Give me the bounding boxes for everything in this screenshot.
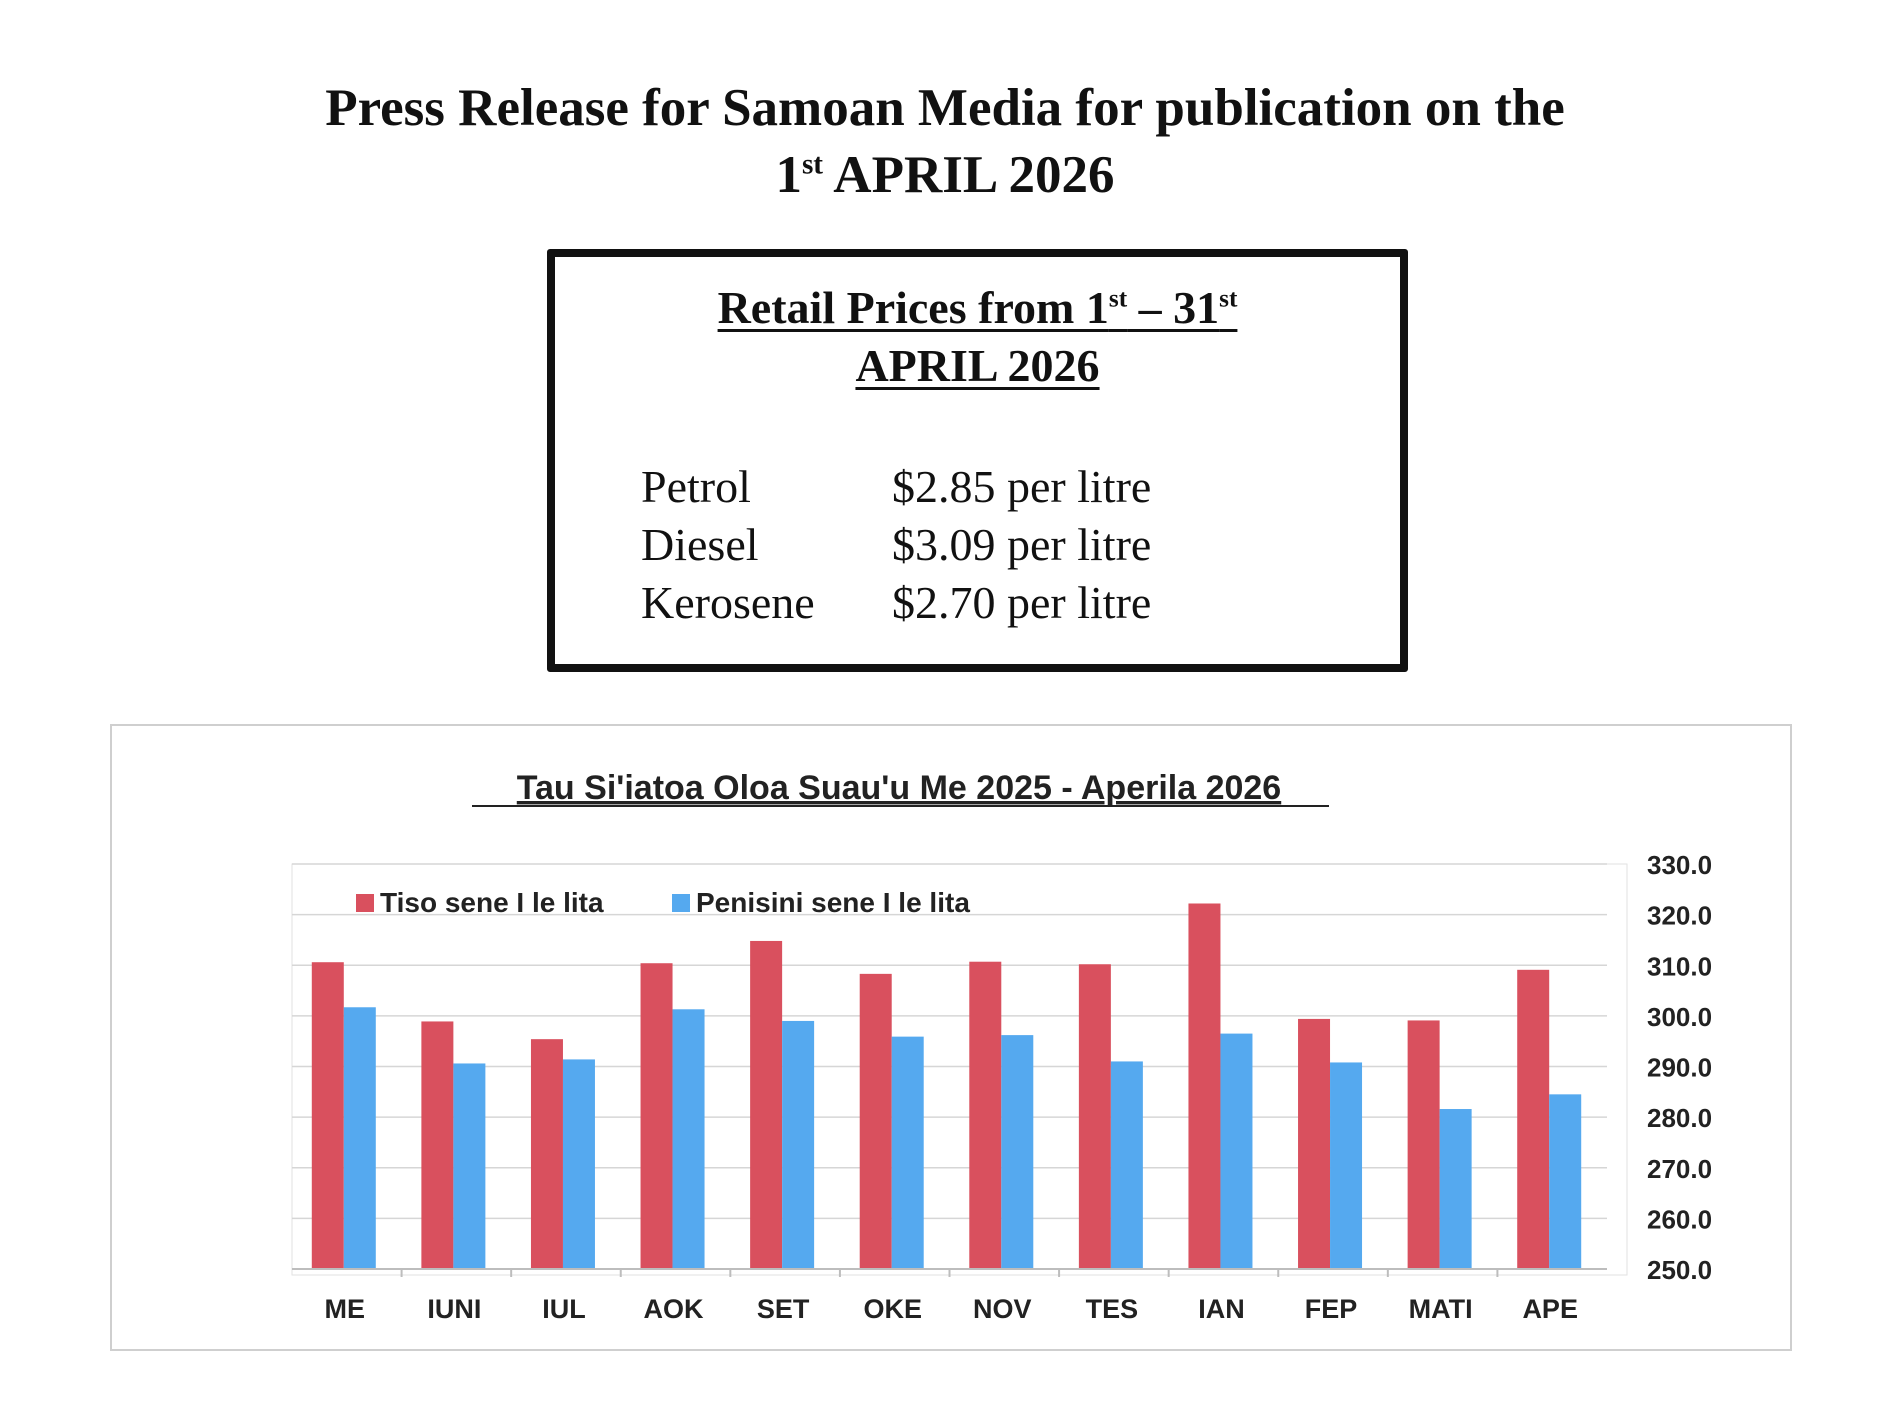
y-tick-label: 290.0: [1647, 1053, 1712, 1083]
x-tick-label: ME: [325, 1294, 366, 1324]
price-box-title-middle: – 31: [1127, 282, 1220, 333]
y-tick-label: 310.0: [1647, 951, 1712, 981]
x-tick-label: FEP: [1305, 1294, 1358, 1324]
headline-day-suffix: st: [801, 148, 823, 181]
bar-petrol: [1439, 1109, 1472, 1269]
y-tick-label: 300.0: [1647, 1002, 1712, 1032]
x-tick-label: SET: [757, 1294, 810, 1324]
bar-diesel: [311, 962, 344, 1269]
bar-diesel: [1517, 969, 1550, 1269]
x-tick-label: MATI: [1409, 1294, 1473, 1324]
x-tick-label: AOK: [644, 1294, 705, 1324]
headline-line-1: Press Release for Samoan Media for publi…: [325, 79, 1565, 137]
bar-petrol: [1110, 1061, 1143, 1269]
bar-petrol: [1330, 1062, 1363, 1269]
bar-diesel: [1298, 1018, 1331, 1269]
x-tick-label: IAN: [1198, 1294, 1245, 1324]
fuel-name: Diesel: [641, 519, 759, 570]
bar-diesel: [1188, 903, 1221, 1269]
bar-petrol: [672, 1009, 705, 1269]
bar-diesel: [969, 961, 1002, 1269]
legend-label-diesel: Tiso sene I le lita: [380, 887, 604, 918]
bar-petrol: [1001, 1035, 1034, 1269]
bar-diesel: [640, 963, 673, 1269]
headline-line-2: 1st APRIL 2026: [0, 142, 1890, 208]
chart-canvas: Tau Si'iatoa Oloa Suau'u Me 2025 - Aperi…: [291, 769, 1712, 1324]
axes: 330.0 320.0 310.0 300.0 290.0 280.0 270.0 260.0…: [292, 850, 1712, 1324]
bar-diesel: [530, 1039, 563, 1269]
legend-label-petrol: Penisini sene I le lita: [696, 887, 970, 918]
chart-title: Tau Si'iatoa Oloa Suau'u Me 2025 - Aperi…: [517, 769, 1281, 807]
bar-petrol: [453, 1063, 486, 1269]
headline-day: 1: [775, 146, 802, 204]
bar-diesel: [1407, 1020, 1440, 1269]
bar-diesel: [859, 973, 892, 1269]
headline-month-year: APRIL 2026: [822, 146, 1115, 204]
price-row-diesel: Diesel $3.09 per litre: [555, 516, 1400, 574]
price-box-title-sup-2: st: [1219, 284, 1238, 313]
x-tick-label: IUL: [542, 1294, 586, 1324]
y-tick-label: 280.0: [1647, 1103, 1712, 1133]
x-tick-label: IUNI: [427, 1294, 481, 1324]
bar-petrol: [1220, 1033, 1253, 1269]
retail-price-box: Retail Prices from 1st – 31st APRIL 2026…: [547, 249, 1408, 672]
bar-petrol: [782, 1020, 815, 1269]
fuel-price-chart: Tau Si'iatoa Oloa Suau'u Me 2025 - Aperi…: [110, 724, 1792, 1351]
y-tick-label: 320.0: [1647, 901, 1712, 931]
fuel-price: $3.09 per litre: [892, 519, 1152, 570]
price-box-title-start: Retail Prices from 1: [717, 282, 1109, 333]
bar-diesel: [1078, 964, 1111, 1269]
y-tick-label: 270.0: [1647, 1154, 1712, 1184]
chart-legend: Tiso sene I le lita Penisini sene I le l…: [356, 887, 970, 918]
bar-petrol: [343, 1007, 376, 1269]
bar-petrol: [1549, 1094, 1582, 1269]
legend-swatch-diesel: [356, 894, 374, 912]
x-tick-label: OKE: [863, 1294, 922, 1324]
price-row-petrol: Petrol $2.85 per litre: [555, 458, 1400, 516]
fuel-price: $2.85 per litre: [892, 461, 1152, 512]
legend-swatch-petrol: [672, 894, 690, 912]
y-tick-label: 260.0: [1647, 1204, 1712, 1234]
x-tick-label: APE: [1522, 1294, 1578, 1324]
fuel-price: $2.70 per litre: [892, 577, 1152, 628]
bars: [311, 903, 1582, 1269]
fuel-name: Petrol: [641, 461, 751, 512]
price-box-title-sup-1: st: [1108, 284, 1128, 313]
x-tick-label: TES: [1086, 1294, 1139, 1324]
price-row-kerosene: Kerosene $2.70 per litre: [555, 574, 1400, 632]
price-box-title-line-1: Retail Prices from 1st – 31st: [555, 279, 1400, 337]
x-tick-label: NOV: [973, 1294, 1032, 1324]
bar-petrol: [562, 1059, 595, 1269]
price-box-title-line-2: APRIL 2026: [855, 340, 1100, 391]
bar-diesel: [750, 940, 783, 1269]
y-tick-label: 250.0: [1647, 1255, 1712, 1285]
bar-diesel: [421, 1021, 454, 1269]
bar-petrol: [891, 1036, 924, 1269]
y-tick-label: 330.0: [1647, 850, 1712, 880]
fuel-name: Kerosene: [641, 577, 815, 628]
